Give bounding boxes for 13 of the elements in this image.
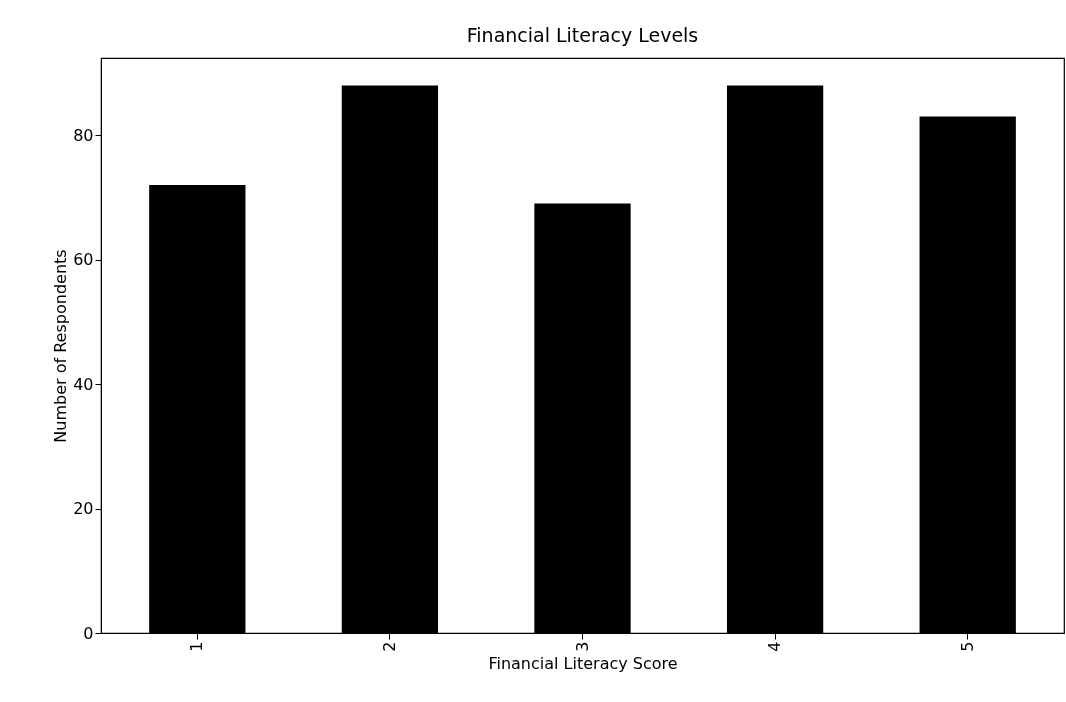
x-tick-label: 2 (379, 641, 399, 652)
x-tick-label: 3 (572, 641, 592, 652)
chart-title: Financial Literacy Levels (466, 24, 699, 46)
y-tick-label: 40 (73, 374, 94, 394)
x-axis-title: Financial Literacy Score (488, 653, 678, 673)
x-tick-label: 5 (957, 641, 977, 652)
y-tick-label: 80 (73, 125, 94, 145)
y-tick-label: 20 (73, 499, 94, 519)
x-tick-label: 1 (187, 641, 207, 652)
y-tick-label: 60 (73, 250, 94, 270)
x-tick-label: 4 (765, 641, 785, 652)
y-tick-label: 0 (83, 623, 94, 643)
y-axis-title: Number of Respondents (51, 249, 71, 443)
